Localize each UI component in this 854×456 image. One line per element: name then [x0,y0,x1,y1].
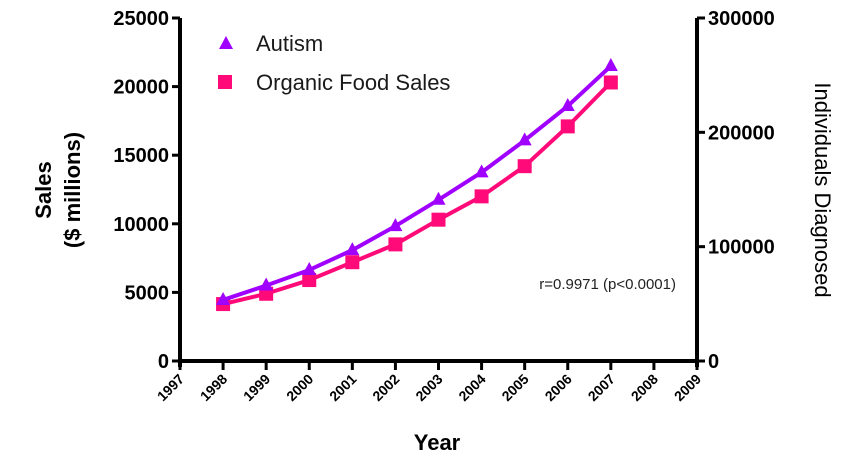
x-tick-label: 2008 [628,371,661,404]
data-point-autism-2005 [517,132,532,146]
data-point-organic-2000 [302,273,317,288]
data-point-organic-2002 [388,237,403,252]
series-line-autism [222,64,613,302]
legend: Autism Organic Food Sales [218,31,450,95]
series-line-organic-food-sales [222,81,613,307]
x-tick-label: 1999 [240,371,273,404]
legend-label-organic-food-sales: Organic Food Sales [256,70,450,95]
x-tick-label: 1998 [197,371,230,404]
data-point-organic-2001 [345,255,360,270]
data-point-autism-2001 [345,242,360,256]
y2-tick-label: 100000 [708,237,775,259]
data-point-autism-2002 [388,218,403,232]
x-axis-title: Year [414,430,461,455]
y-tick-label: 10000 [113,214,169,236]
y-tick-label: 0 [158,351,169,373]
x-tick-label: 2001 [326,371,359,404]
series-layer [216,58,618,312]
legend-label-autism: Autism [256,31,323,56]
x-tick-label: 2005 [498,371,531,404]
data-point-autism-2000 [302,261,317,275]
y2-axis-title: Individuals Diagnosed [810,82,835,297]
data-point-autism-2003 [431,191,446,205]
axes: 0 5000 10000 15000 20000 25000 0 100000 200000 30… [113,8,774,404]
y2-tick-label: 0 [708,351,719,373]
x-tick-label: 2004 [455,371,488,404]
data-point-autism-1999 [259,277,274,291]
x-tick-label: 2006 [542,371,575,404]
data-point-organic-2003 [431,212,446,227]
data-point-organic-2004 [474,189,489,204]
y-tick-label: 15000 [113,145,169,167]
data-point-organic-2006 [560,119,575,134]
y-axis-title-line2: ($ millions) [60,132,85,248]
data-point-autism-1998 [216,291,231,305]
data-point-autism-2006 [560,98,575,112]
y-axis-title-line1: Sales [31,161,56,219]
y-tick-label: 5000 [125,282,170,304]
data-point-organic-2007 [603,75,618,90]
data-point-organic-2005 [517,159,532,174]
x-tick-label: 2007 [585,371,618,404]
x-tick-label: 1997 [154,371,187,404]
x-tick-label: 2009 [671,371,704,404]
correlation-annotation: r=0.9971 (p<0.0001) [539,276,676,293]
legend-square-marker [218,75,232,89]
y-tick-label: 20000 [113,77,169,99]
y-tick-label: 25000 [113,8,169,30]
x-tick-label: 2003 [412,371,445,404]
x-tick-label: 2002 [369,371,402,404]
legend-triangle-marker [219,36,233,49]
y2-tick-label: 300000 [708,8,775,30]
y2-tick-label: 200000 [708,122,775,144]
x-tick-label: 2000 [283,371,316,404]
data-point-autism-2004 [474,164,489,178]
data-point-autism-2007 [603,58,618,72]
